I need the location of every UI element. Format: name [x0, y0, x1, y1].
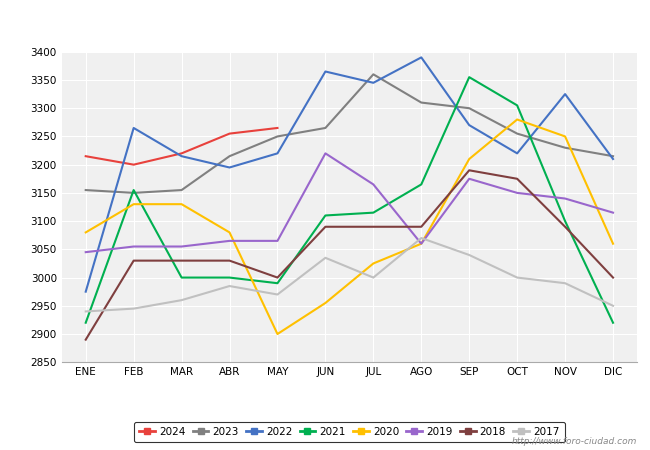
Legend: 2024, 2023, 2022, 2021, 2020, 2019, 2018, 2017: 2024, 2023, 2022, 2021, 2020, 2019, 2018… — [134, 422, 565, 442]
Text: Afiliados en Arévalo a 31/5/2024: Afiliados en Arévalo a 31/5/2024 — [201, 16, 449, 31]
Text: http://www.foro-ciudad.com: http://www.foro-ciudad.com — [512, 436, 637, 446]
